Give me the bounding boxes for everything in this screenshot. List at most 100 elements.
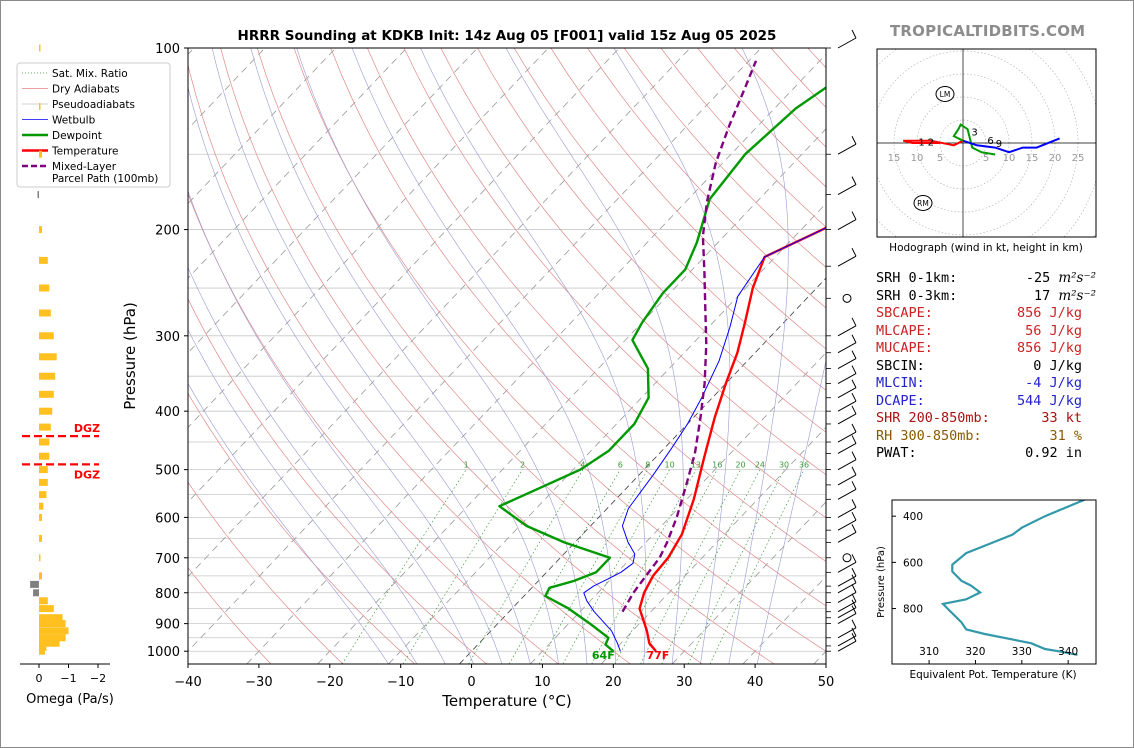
wind-barb-flag — [851, 334, 857, 343]
param-label: SRH 0-3km: — [876, 287, 958, 304]
dgz-label: DGZ — [74, 468, 100, 481]
wind-barb-flag — [851, 511, 857, 521]
x-axis-label: Temperature (°C) — [441, 692, 571, 710]
omega-bar — [39, 534, 42, 542]
wind-barb-flag — [851, 627, 857, 637]
param-value: -4 J/kg — [1025, 375, 1082, 391]
hodograph-height-label: 6 — [987, 136, 993, 147]
wind-barb-staff — [837, 607, 857, 619]
isotherm — [317, 128, 826, 664]
wind-barb-staff — [837, 640, 857, 652]
omega-bar — [39, 332, 54, 340]
wind-barb-staff — [837, 531, 857, 543]
mixing-ratio-label: 16 — [712, 461, 722, 470]
wind-barb-flag — [851, 567, 857, 577]
wind-barb-flag — [851, 423, 857, 433]
param-value: 0 J/kg — [1033, 357, 1082, 374]
dry-adiabat — [513, 48, 826, 391]
dry-adiabat — [188, 63, 631, 664]
isotherm — [188, 48, 762, 652]
wind-barb-staff — [837, 488, 857, 500]
param-row: MLCAPE: 56 J/kg — [876, 323, 1106, 341]
x-tick-label: 50 — [818, 675, 835, 690]
x-tick-label: −20 — [316, 675, 343, 690]
wind-barb-flag — [851, 466, 857, 476]
legend: Sat. Mix. Ratio Dry Adiabats Pseudoadiabat… — [16, 62, 171, 188]
hodograph-height-label: 9 — [996, 139, 1002, 150]
param-label: SBCAPE: — [876, 305, 933, 321]
omega-bar — [39, 491, 47, 499]
dry-adiabat — [293, 48, 826, 652]
hodograph-trace — [952, 123, 996, 156]
calm-wind-circle — [842, 293, 852, 303]
y-axis-label: Pressure (hPa) — [121, 302, 139, 410]
mixing-ratio-label: 6 — [618, 461, 623, 470]
param-row: SBCIN: 0 J/kg — [876, 358, 1106, 376]
mixing-ratio-line — [341, 469, 467, 664]
wind-barb-flag — [851, 593, 857, 602]
hodograph-rings — [877, 49, 1096, 237]
omega-bar — [39, 597, 48, 605]
moist-adiabat — [420, 48, 647, 664]
mixing-ratio-label: 10 — [665, 461, 675, 470]
legend-label: Mixed-Layer Parcel Path (100mb) — [52, 161, 158, 185]
omega-bar — [39, 554, 41, 562]
mixing-ratio-line — [709, 469, 805, 664]
skewt-axes-frame — [187, 47, 827, 665]
hodograph-plot: 15 10 5 5 10 15 20 25 1 2 36 9 LM RM Hodograph (wind i… — [876, 48, 1097, 254]
param-row: SRH 0-1km: -25 m²s⁻² — [876, 270, 1106, 288]
dry-adiabat — [587, 48, 826, 309]
mixing-ratio-label: 36 — [799, 461, 809, 470]
param-row: SRH 0-3km: 17 m²s⁻² — [876, 288, 1106, 306]
omega-bar — [33, 589, 39, 597]
left-mover-label: LM — [940, 90, 951, 99]
wind-barb-staff — [837, 561, 857, 573]
hodograph-ring-label: 5 — [937, 153, 943, 164]
theta-e-frame — [891, 499, 1097, 665]
y-tick-label: 1000 — [147, 645, 180, 660]
isotherm — [188, 48, 337, 205]
param-row: SHR 200-850mb: 33 kt — [876, 410, 1106, 428]
mixing-ratio-label: 20 — [735, 461, 745, 470]
dry-adiabat — [188, 298, 487, 664]
hodograph-ring-label: 5 — [983, 153, 989, 164]
wind-barb-staff — [837, 413, 857, 425]
isotherm — [188, 48, 691, 578]
mixing-ratio-line — [538, 469, 649, 664]
y-tick-label: 900 — [155, 618, 180, 633]
param-row: DCAPE: 544 J/kg — [876, 393, 1106, 411]
param-unit: m²s⁻² — [1058, 287, 1096, 304]
param-value: 0.92 in — [1025, 445, 1082, 461]
param-value: 856 J/kg — [1016, 305, 1082, 321]
hodograph-ring-label: 20 — [1049, 153, 1062, 164]
wind-barb-flag — [851, 247, 857, 257]
dry-adiabat — [256, 48, 775, 664]
theta-e-x-axis-label: Equivalent Pot. Temperature (K) — [909, 669, 1076, 681]
y-tick-label: 700 — [155, 552, 180, 567]
param-label: SRH 0-1km: — [876, 270, 958, 286]
dgz-markers: DGZ DGZ — [22, 422, 100, 481]
parameter-table: SRH 0-1km: -25 m²s⁻² SRH 0-3km: 17 m²s⁻² SBCAP… — [876, 270, 1106, 463]
omega-bar — [39, 627, 69, 635]
mixing-ratio-label: 4 — [580, 461, 585, 470]
wind-barb-staff — [837, 325, 857, 337]
dry-adiabat — [367, 48, 826, 562]
param-label: MLCIN: — [876, 375, 925, 391]
isotherm — [246, 53, 826, 664]
legend-label: Temperature — [51, 146, 119, 158]
theta-e-x-tick-label: 340 — [1058, 646, 1078, 658]
x-tick-label: −30 — [245, 675, 272, 690]
omega-tick-label: −1 — [60, 672, 76, 685]
legend-label: Wetbulb — [52, 115, 96, 127]
theta-e-trace-group — [940, 500, 1087, 656]
hodograph-ring-label: 10 — [1003, 153, 1016, 164]
x-tick-label: 0 — [467, 675, 475, 690]
wind-barb-flag — [851, 392, 857, 402]
wind-barb-staff — [837, 184, 857, 196]
x-tick-label: −40 — [174, 675, 201, 690]
param-label: SBCIN: — [876, 357, 925, 374]
wind-barb-flag — [851, 135, 857, 145]
theta-e-x-tick-label: 330 — [1012, 646, 1032, 658]
legend-box — [16, 62, 171, 188]
